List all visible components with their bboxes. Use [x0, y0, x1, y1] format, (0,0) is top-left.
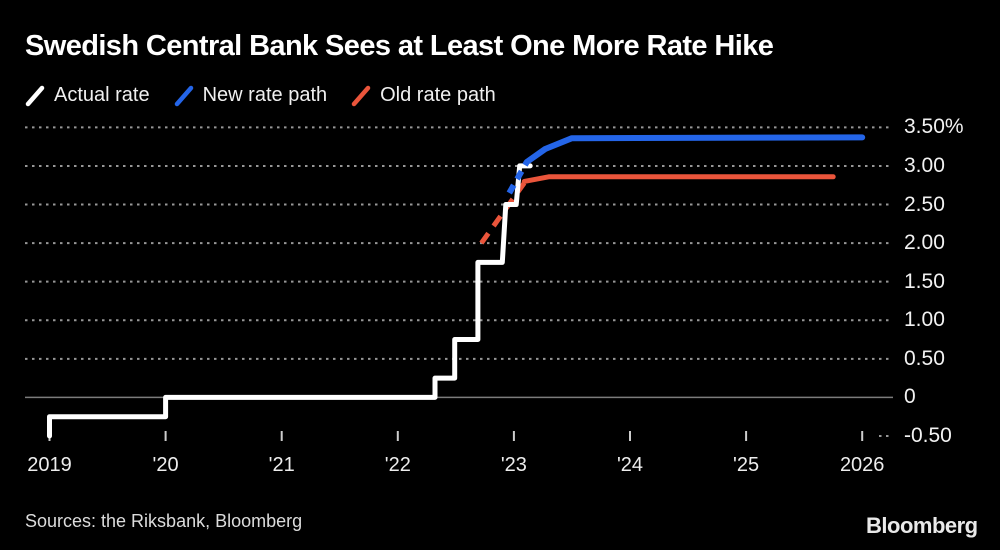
legend-label-actual-rate: Actual rate [54, 84, 150, 106]
y-axis-label: -0.50 [904, 423, 952, 447]
old-rate-path-line [521, 174, 836, 184]
y-axis-label: 1.50 [904, 269, 945, 293]
orange-line-swatch-icon [351, 85, 371, 106]
bloomberg-logo: Bloomberg [866, 513, 978, 538]
y-axis-label: 3.50% [904, 115, 964, 139]
y-axis-label: 3.00 [904, 153, 945, 177]
x-axis-label: '24 [616, 454, 644, 476]
chart-title: Swedish Central Bank Sees at Least One M… [25, 30, 774, 62]
x-axis-label: 2026 [839, 454, 885, 476]
y-axis-label: 0 [904, 385, 916, 409]
legend-item-actual-rate: Actual rate [25, 84, 150, 107]
x-axis-label: 2019 [27, 454, 72, 476]
x-axis-label: '21 [268, 454, 295, 476]
legend-item-new-rate-path: New rate path [174, 84, 328, 107]
x-axis-label: '20 [152, 454, 179, 476]
legend: Actual rate New rate path Old rate path [25, 84, 496, 107]
blue-line-swatch-icon [174, 85, 193, 106]
legend-item-old-rate-path: Old rate path [351, 84, 496, 107]
actual-rate-line [47, 163, 533, 439]
legend-label-new-rate-path: New rate path [202, 84, 328, 106]
source-note: Sources: the Riksbank, Bloomberg [25, 511, 303, 531]
white-line-swatch-icon [25, 85, 45, 106]
x-axis-label: '25 [733, 454, 760, 476]
legend-label-old-rate-path: Old rate path [380, 84, 496, 106]
y-axis-label: 2.50 [904, 192, 945, 216]
x-axis-label: '23 [500, 454, 527, 476]
new-rate-path-line [523, 134, 866, 166]
y-axis-label: 0.50 [904, 346, 945, 370]
y-axis-label: 2.00 [904, 231, 945, 255]
new-rate-path-dashed-line [506, 160, 530, 195]
x-axis-label: '22 [384, 454, 411, 476]
y-axis-label: 1.00 [904, 308, 945, 332]
